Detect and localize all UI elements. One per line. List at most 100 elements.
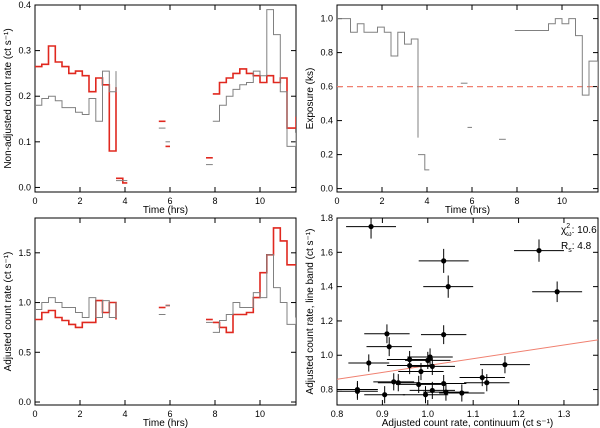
series-1-step-line bbox=[212, 9, 296, 147]
y-tick-label: 0.0 bbox=[320, 184, 333, 194]
x-tick-label: 0 bbox=[32, 409, 37, 419]
series-0-step-line bbox=[35, 299, 117, 329]
data-point bbox=[441, 332, 447, 338]
y-tick-label: 1.0 bbox=[320, 350, 333, 360]
annotation-sup: 2 bbox=[566, 223, 570, 230]
data-point bbox=[391, 379, 397, 385]
x-tick-label: 4 bbox=[122, 196, 127, 206]
x-axis-label: Adjusted count rate, continuum (ct s⁻¹) bbox=[382, 418, 553, 428]
y-tick-label: 0.4 bbox=[18, 0, 31, 10]
stat-annotation: χ2 ω: 10.6 bbox=[561, 223, 597, 238]
y-tick-label: 0.4 bbox=[320, 116, 333, 126]
y-tick-label: 1.4 bbox=[320, 282, 333, 292]
annotation-value: : 10.6 bbox=[572, 225, 597, 236]
x-tick-label: 10 bbox=[255, 409, 265, 419]
data-layer bbox=[337, 218, 598, 404]
stat-annotation: Rs: 4.8 bbox=[561, 241, 592, 254]
annotation-value: : 4.8 bbox=[572, 241, 592, 252]
data-point bbox=[386, 344, 392, 350]
data-point bbox=[445, 284, 451, 290]
series-0-step-line bbox=[337, 18, 419, 138]
series-1-step-line bbox=[35, 297, 117, 318]
x-tick-label: 8 bbox=[212, 409, 217, 419]
x-tick-label: 1.1 bbox=[467, 409, 480, 419]
x-tick-label: 0.9 bbox=[376, 409, 389, 419]
data-point bbox=[484, 380, 490, 386]
y-tick-label: 1.2 bbox=[320, 316, 333, 326]
y-axis-label: Adjusted count rate, line band (ct s⁻¹) bbox=[305, 229, 316, 395]
y-tick-label: 1.5 bbox=[18, 248, 31, 258]
data-point bbox=[422, 392, 429, 398]
data-point bbox=[536, 247, 542, 254]
y-tick-label: 0.0 bbox=[18, 182, 31, 192]
x-axis-label: Time (hrs) bbox=[143, 418, 188, 428]
y-tick-label: 0.1 bbox=[18, 137, 31, 147]
series-1-step-line bbox=[35, 70, 117, 122]
data-point bbox=[479, 374, 485, 381]
y-axis-label: Non-adjusted count rate (ct s⁻¹) bbox=[3, 28, 14, 168]
y-axis-label: Exposure (ks) bbox=[305, 68, 316, 130]
x-axis-label: Time (hrs) bbox=[445, 205, 490, 216]
x-tick-label: 4 bbox=[424, 196, 429, 206]
series-0-step-line bbox=[212, 68, 296, 129]
y-tick-label: 1.6 bbox=[320, 247, 333, 257]
x-tick-label: 6 bbox=[167, 409, 172, 419]
x-tick-label: 1.0 bbox=[422, 409, 435, 419]
x-tick-label: 8 bbox=[514, 196, 519, 206]
y-tick-label: 0.2 bbox=[18, 91, 31, 101]
data-layer bbox=[35, 227, 296, 334]
data-point bbox=[554, 289, 560, 295]
x-tick-label: 6 bbox=[469, 196, 474, 206]
plot-frame bbox=[34, 4, 297, 193]
annotation-sub: ω bbox=[566, 231, 572, 238]
x-tick-label: 0 bbox=[334, 196, 339, 206]
data-point bbox=[354, 388, 361, 394]
panel-line-vs-continuum: 0.8 0.9 1.0 1.1 1.2 1.3 0.8 1.0 1.2 1.4 1.6 1.8 Adju… bbox=[305, 213, 599, 428]
x-tick-label: 10 bbox=[255, 196, 265, 206]
y-tick-label: 1.0 bbox=[320, 14, 333, 24]
panel-exposure: 0 2 4 6 8 10 0.0 0.2 0.4 0.6 0.8 1.0 Time (hrs) Expos… bbox=[305, 4, 599, 216]
data-point bbox=[384, 331, 390, 337]
y-tick-label: 0.0 bbox=[18, 397, 31, 407]
x-tick-label: 0.8 bbox=[331, 409, 344, 419]
y-tick-label: 0.8 bbox=[320, 385, 333, 395]
data-point bbox=[382, 392, 388, 398]
panel-nonadjusted-count-rate: 0 2 4 6 8 10 0.0 0.1 0.2 0.3 0.4 Time (hrs) Non-adju… bbox=[3, 0, 297, 216]
y-tick-label: 1.0 bbox=[18, 298, 31, 308]
x-tick-label: 2 bbox=[77, 409, 82, 419]
annotation-symbol: R bbox=[561, 241, 568, 252]
data-point bbox=[416, 381, 422, 388]
x-tick-label: 4 bbox=[122, 409, 127, 419]
plot-frame bbox=[34, 217, 297, 406]
y-tick-label: 0.2 bbox=[320, 150, 333, 160]
annotation-symbol: χ bbox=[561, 225, 567, 236]
data-point bbox=[443, 389, 449, 395]
data-point bbox=[429, 363, 435, 369]
x-tick-label: 2 bbox=[379, 196, 384, 206]
y-tick-label: 0.6 bbox=[320, 82, 333, 92]
series-0-step-line bbox=[418, 154, 430, 171]
plot-frame bbox=[336, 217, 599, 406]
y-tick-label: 0.8 bbox=[320, 48, 333, 58]
y-axis-label: Adjusted count rate (ct s⁻¹) bbox=[3, 252, 14, 372]
data-point bbox=[418, 368, 424, 375]
data-point bbox=[502, 362, 508, 368]
x-tick-label: 1.2 bbox=[512, 409, 525, 419]
fit-line bbox=[337, 339, 598, 380]
data-point bbox=[407, 362, 413, 369]
series-1-step-line bbox=[212, 254, 296, 333]
y-tick-label: 1.8 bbox=[320, 213, 333, 223]
x-tick-label: 2 bbox=[77, 196, 82, 206]
x-tick-label: 0 bbox=[32, 196, 37, 206]
data-layer bbox=[337, 18, 598, 171]
data-point bbox=[427, 354, 433, 360]
plot-frame bbox=[336, 4, 599, 193]
data-point bbox=[441, 258, 447, 264]
data-point bbox=[459, 390, 465, 396]
data-layer bbox=[35, 9, 296, 184]
x-tick-label: 8 bbox=[212, 196, 217, 206]
annotation-sub: s bbox=[568, 247, 572, 254]
data-point bbox=[441, 380, 447, 387]
x-axis-label: Time (hrs) bbox=[143, 205, 188, 216]
